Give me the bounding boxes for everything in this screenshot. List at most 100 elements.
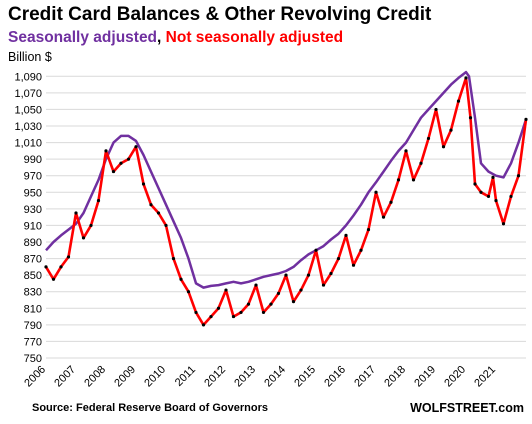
x-tick-label: 2017 [352, 364, 378, 390]
x-tick-label: 2012 [202, 364, 228, 390]
data-point [291, 300, 296, 304]
y-tick-label: 1,010 [14, 138, 42, 150]
data-point [419, 161, 423, 165]
data-point [51, 277, 56, 281]
data-point [516, 174, 521, 178]
data-point [344, 233, 348, 237]
y-tick-label: 890 [24, 237, 42, 249]
data-point [468, 116, 473, 120]
y-tick-label: 1,050 [14, 104, 42, 116]
data-point [381, 215, 386, 219]
data-point [104, 149, 108, 153]
data-point [209, 314, 213, 319]
data-point [164, 223, 168, 228]
data-point [359, 248, 363, 252]
data-point [321, 283, 326, 287]
y-tick-label: 790 [24, 320, 42, 332]
data-point [479, 190, 483, 194]
series-line-1 [44, 76, 528, 327]
series-markers [44, 76, 528, 327]
data-point [186, 290, 191, 294]
x-tick-label: 2018 [382, 364, 408, 390]
data-point [509, 194, 513, 199]
data-point [231, 314, 236, 319]
y-tick-label: 850 [24, 270, 42, 282]
source-note: Source: Federal Reserve Board of Governo… [32, 402, 268, 414]
x-tick-label: 2019 [412, 364, 438, 390]
data-point [261, 310, 266, 315]
data-point [246, 302, 251, 306]
data-point [119, 161, 123, 165]
series-lines [44, 70, 528, 327]
data-point [89, 223, 93, 228]
data-point [473, 182, 477, 186]
data-point [441, 145, 446, 149]
data-point [464, 76, 468, 80]
chart-title: Credit Card Balances & Other Revolving C… [8, 4, 432, 25]
data-point [194, 310, 198, 315]
brand-logo: WOLFSTREET.com [410, 401, 524, 415]
data-point [396, 178, 401, 182]
y-tick-label: 970 [24, 171, 42, 183]
data-point [239, 310, 243, 315]
data-point [59, 265, 63, 269]
y-tick-label: 1,030 [14, 121, 42, 133]
data-point [389, 200, 393, 204]
data-point [299, 288, 303, 292]
data-point [426, 136, 431, 141]
data-point [269, 302, 273, 306]
data-point [179, 277, 183, 281]
y-tick-label: 770 [24, 336, 42, 348]
data-point [66, 255, 71, 259]
subtitle-not-seasonally-adjusted: Not seasonally adjusted [165, 29, 344, 46]
y-tick-label: 1,090 [14, 71, 42, 83]
data-point [111, 169, 116, 174]
x-tick-label: 2021 [472, 364, 498, 390]
data-point [494, 198, 498, 203]
data-point [524, 117, 528, 121]
x-tick-label: 2014 [262, 364, 288, 390]
x-tick-label: 2016 [322, 364, 348, 390]
data-point [329, 271, 333, 276]
data-point [351, 263, 356, 267]
data-point [156, 211, 161, 215]
subtitle-seasonally-adjusted: Seasonally adjusted [8, 29, 158, 46]
data-point [171, 256, 176, 261]
data-point [449, 128, 453, 132]
data-point [491, 175, 495, 179]
data-point [44, 265, 48, 269]
data-point [141, 182, 146, 186]
y-axis-label: Billion $ [8, 50, 52, 64]
y-tick-label: 830 [24, 287, 42, 299]
x-tick-label: 2006 [22, 364, 48, 390]
data-point [74, 211, 78, 215]
series-line-0 [45, 70, 528, 289]
x-tick-label: 2015 [292, 364, 318, 390]
x-tick-label: 2008 [82, 364, 108, 390]
data-point [276, 291, 281, 295]
x-tick-label: 2011 [173, 364, 198, 389]
y-tick-label: 750 [24, 353, 42, 365]
data-point [96, 198, 101, 203]
x-tick-label: 2010 [142, 364, 168, 390]
data-point [81, 236, 86, 240]
data-point [314, 248, 318, 252]
data-point [134, 145, 138, 149]
data-point [366, 227, 371, 232]
x-tick-label: 2009 [112, 364, 138, 390]
data-point [284, 273, 288, 277]
x-tick-label: 2007 [52, 364, 78, 390]
data-point [411, 178, 416, 182]
data-point [254, 283, 258, 287]
data-point [501, 222, 506, 226]
data-point [216, 306, 221, 310]
data-point [434, 107, 438, 112]
y-tick-label: 910 [24, 220, 42, 232]
x-tick-label: 2013 [232, 364, 258, 390]
y-tick-label: 810 [24, 303, 42, 315]
data-point [456, 99, 461, 103]
y-tick-label: 1,070 [14, 88, 42, 100]
data-point [336, 256, 341, 261]
y-tick-label: 870 [24, 254, 42, 266]
